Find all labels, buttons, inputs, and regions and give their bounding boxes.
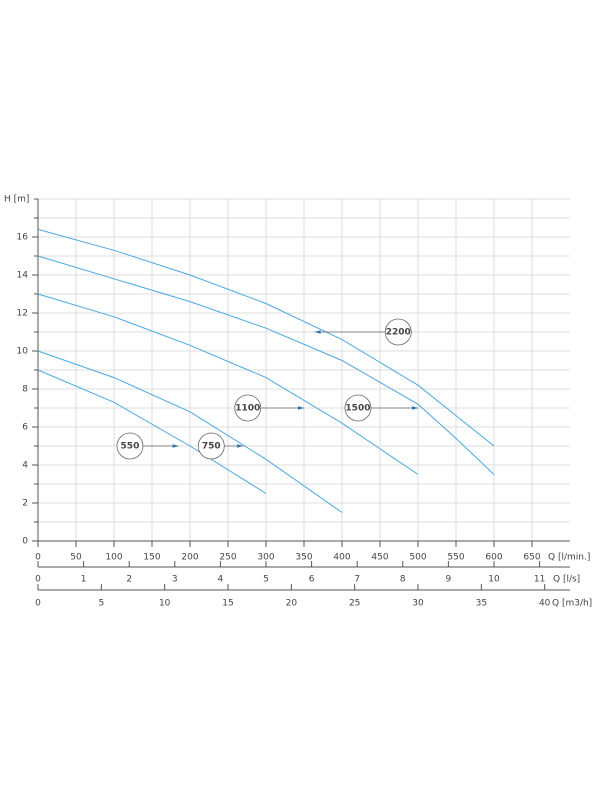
x-tick-label: 100	[105, 553, 122, 563]
x-tick-label: 0	[35, 553, 41, 563]
x2-tick-label: 4	[218, 575, 224, 585]
arrow-head	[314, 330, 321, 334]
x-tick-label: 600	[485, 553, 502, 563]
x-tick-label: 650	[523, 553, 540, 563]
x2-tick-label: 0	[35, 575, 41, 585]
x-tick-label: 300	[257, 553, 274, 563]
x-tick-label: 200	[181, 553, 198, 563]
curve-label: 550	[121, 442, 140, 452]
x3-tick-label: 30	[412, 599, 424, 609]
curve-label: 1500	[345, 404, 370, 414]
x-tick-label: 450	[371, 553, 388, 563]
x2-tick-label: 8	[400, 575, 406, 585]
label-circle	[197, 432, 225, 460]
y-tick-label: 14	[17, 271, 29, 281]
label-circle	[384, 318, 412, 346]
label-circle	[116, 432, 144, 460]
x2-tick-label: 1	[81, 575, 87, 585]
x-tick-label: 550	[447, 553, 464, 563]
x3-tick-label: 20	[286, 599, 298, 609]
y-tick-label: 10	[17, 347, 29, 357]
x3-tick-label: 0	[35, 599, 41, 609]
y-tick-label: 0	[22, 537, 28, 547]
curve	[37, 228, 495, 447]
x2-tick-label: 9	[446, 575, 452, 585]
x2-axis-label: Q [l/s]	[553, 575, 580, 585]
curve	[37, 293, 419, 475]
x-tick-label: 350	[295, 553, 312, 563]
x3-tick-label: 40	[539, 599, 551, 609]
y-tick-label: 8	[22, 385, 28, 395]
y-tick-label: 2	[22, 499, 28, 509]
x2-tick-label: 6	[309, 575, 315, 585]
x-tick-label: 50	[70, 553, 82, 563]
x3-axis-label: Q [m3/h]	[552, 599, 592, 609]
y-axis-label: H [m]	[4, 195, 29, 205]
x3-tick-label: 10	[159, 599, 171, 609]
x3-tick-label: 15	[222, 599, 233, 609]
y-tick-label: 16	[17, 233, 29, 243]
x-tick-label: 150	[143, 553, 160, 563]
curve	[37, 369, 267, 494]
x3-tick-label: 5	[98, 599, 104, 609]
x3-tick-label: 35	[476, 599, 487, 609]
x2-tick-label: 3	[172, 575, 178, 585]
curve	[37, 350, 343, 513]
x-axis-label: Q [l/min.]	[548, 553, 590, 563]
x2-tick-label: 10	[488, 575, 500, 585]
y-tick-label: 12	[17, 309, 28, 319]
x-tick-label: 400	[333, 553, 350, 563]
y-tick-label: 4	[22, 461, 28, 471]
label-circle	[234, 394, 262, 422]
x2-tick-label: 2	[126, 575, 132, 585]
arrow-head	[412, 406, 418, 410]
x-tick-label: 250	[219, 553, 236, 563]
y-tick-label: 6	[22, 423, 28, 433]
curve-label: 1100	[235, 404, 260, 414]
x2-tick-label: 5	[263, 575, 269, 585]
x-tick-label: 500	[409, 553, 426, 563]
arrow-head	[298, 406, 304, 410]
x3-tick-label: 25	[349, 599, 360, 609]
arrow-head	[237, 444, 244, 448]
x2-tick-label: 7	[354, 575, 360, 585]
curve-label: 750	[202, 442, 221, 452]
label-circle	[344, 394, 372, 422]
arrow-head	[172, 444, 179, 448]
curve	[37, 255, 495, 475]
curve-label: 2200	[386, 328, 411, 338]
x2-tick-label: 11	[534, 575, 545, 585]
